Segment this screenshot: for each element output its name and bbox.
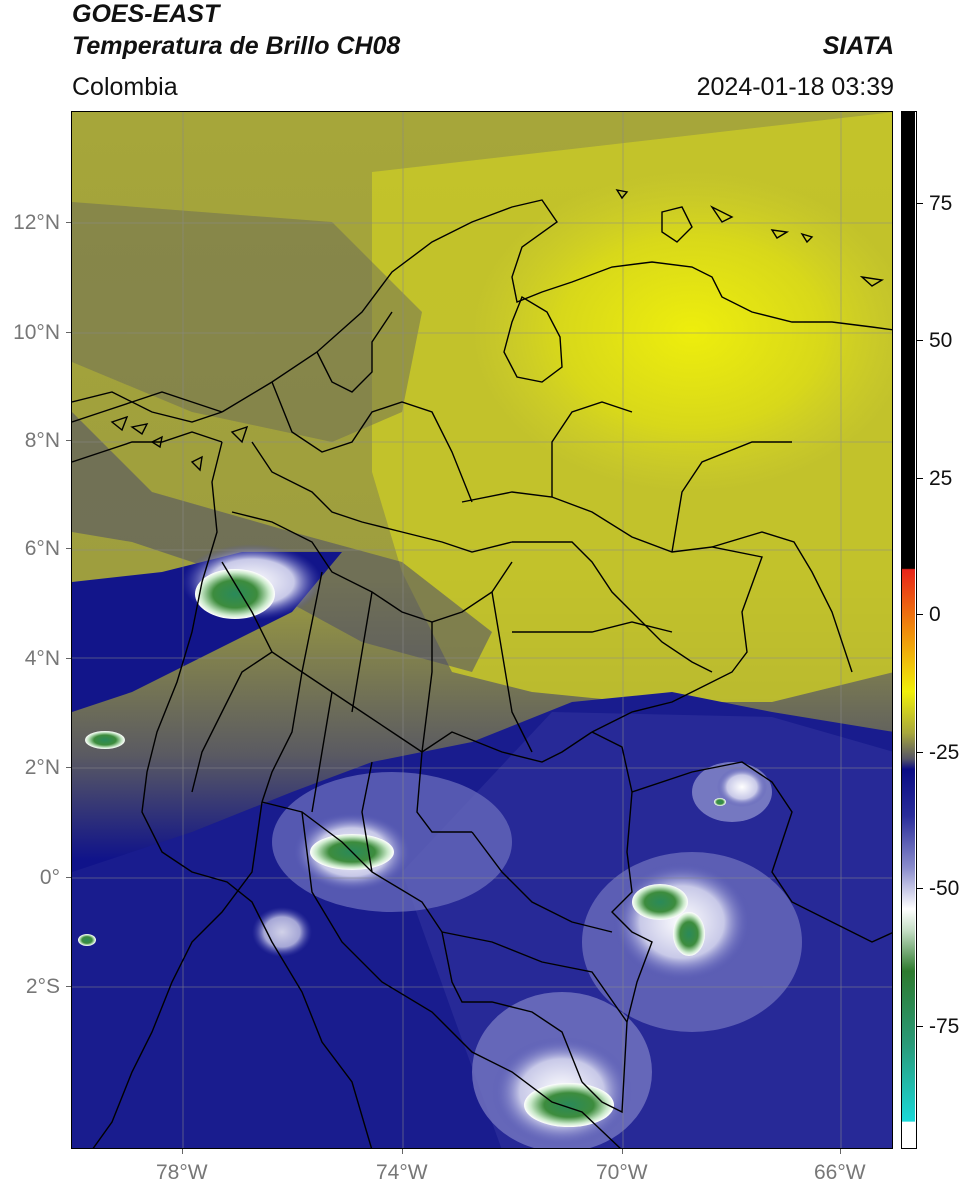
boundary-lines [72,188,892,1148]
lat-label-0: 0° [39,866,60,889]
lat-label-8n: 8°N [24,429,60,452]
colorbar-label-neg75: -75 [929,1015,960,1038]
lon-label-70w: 70°W [596,1161,648,1184]
lat-label-2n: 2°N [24,756,60,779]
lon-label-66w: 66°W [814,1161,866,1184]
colorbar-label-50: 50 [929,329,953,352]
colorbar-gradient [902,112,915,1147]
lat-label-4n: 4°N [24,647,60,670]
lon-label-78w: 78°W [156,1161,208,1184]
colorbar-label-25: 25 [929,467,953,490]
colorbar-label-neg50: -50 [929,877,960,900]
lon-label-74w: 74°W [376,1161,428,1184]
colorbar [901,111,917,1149]
lat-label-12n: 12°N [13,211,60,234]
lat-label-6n: 6°N [24,537,60,560]
colorbar-label-0: 0 [929,603,941,626]
lat-label-2s: 2°S [25,975,60,998]
region-label: Colombia [72,73,178,101]
map-panel[interactable] [71,111,893,1149]
brand-label: SIATA [822,32,894,60]
satellite-image [72,112,892,1148]
lat-label-10n: 10°N [13,321,60,344]
colorbar-label-neg25: -25 [929,741,960,764]
colorbar-label-75: 75 [929,192,953,215]
datetime-label: 2024-01-18 03:39 [696,73,894,101]
title-satellite: GOES-EAST [72,0,220,28]
title-product: Temperatura de Brillo CH08 [72,32,401,60]
